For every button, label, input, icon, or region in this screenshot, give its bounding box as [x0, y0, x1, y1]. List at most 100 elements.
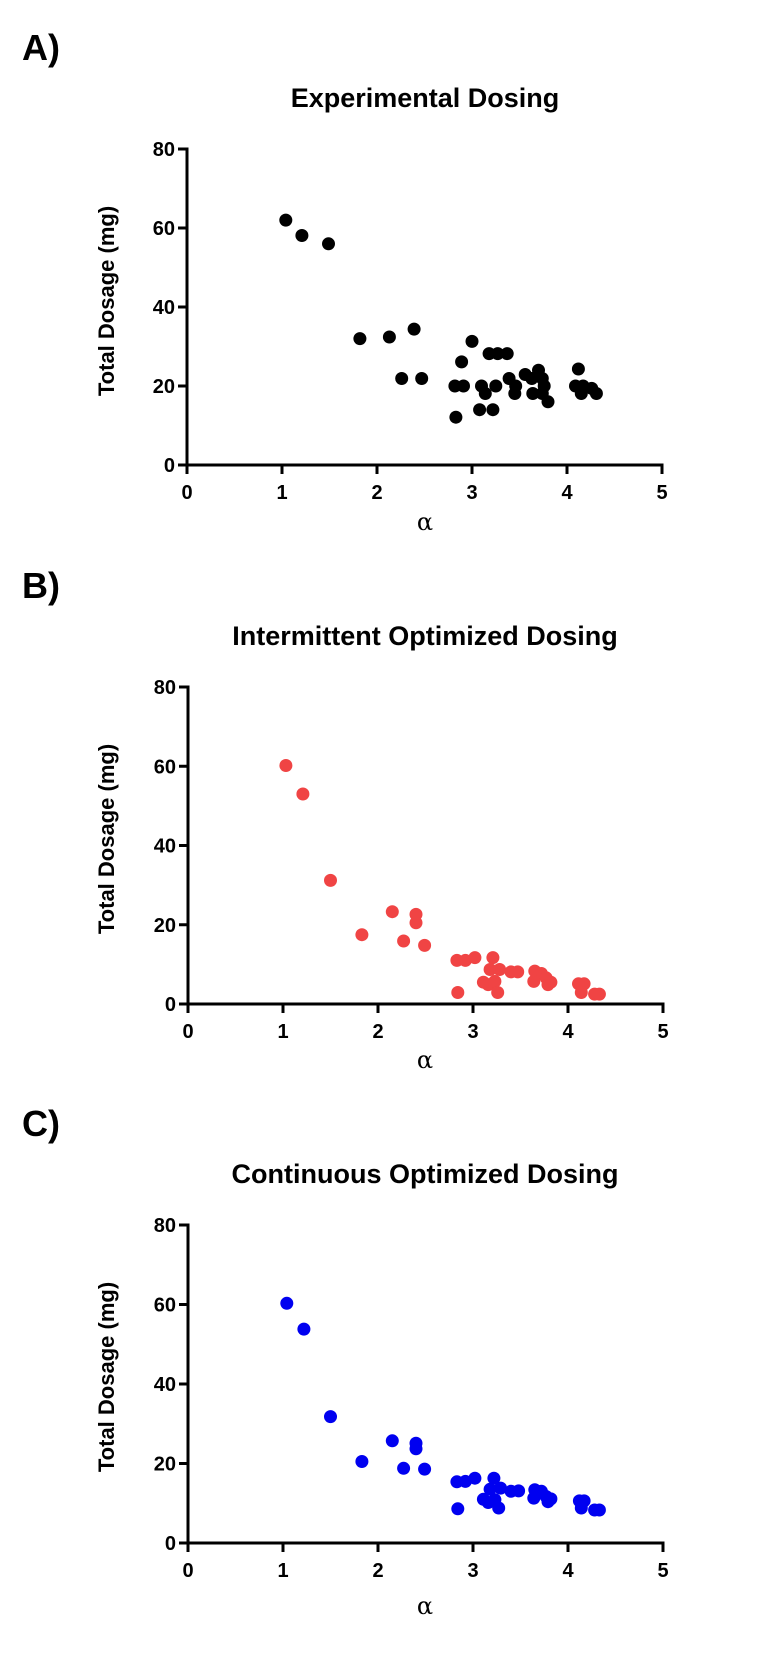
panel-letter: A): [22, 27, 60, 68]
y-tick-label: 20: [154, 915, 176, 937]
data-point: [486, 951, 500, 965]
data-point: [280, 1296, 294, 1310]
y-tick-label: 0: [165, 994, 176, 1016]
data-point: [527, 1491, 541, 1505]
data-point: [353, 332, 367, 346]
data-point: [385, 905, 399, 919]
y-tick-label: 0: [164, 455, 175, 477]
panel-c: C) Continuous Optimized Dosing Total Dos…: [22, 1103, 669, 1620]
axes: 0 20 40 60 80 0 1 2 3 4 5: [153, 139, 668, 504]
data-point: [500, 347, 514, 361]
y-tick-label: 40: [153, 297, 175, 319]
data-point: [296, 787, 310, 801]
data-point: [544, 1492, 558, 1506]
x-tick-label: 1: [277, 1560, 288, 1582]
x-tick-label: 2: [372, 1021, 383, 1043]
data-point: [511, 965, 525, 979]
data-point: [468, 951, 482, 965]
data-point: [487, 1471, 501, 1485]
x-tick-label: 5: [657, 1021, 668, 1043]
data-point: [297, 1322, 311, 1336]
data-point: [527, 974, 541, 988]
data-point: [397, 1461, 411, 1475]
x-tick-label: 3: [466, 482, 477, 504]
data-point: [409, 1442, 423, 1456]
y-tick-label: 80: [153, 139, 175, 161]
x-tick-label: 3: [467, 1021, 478, 1043]
y-axis-label: Total Dosage (mg): [94, 744, 119, 934]
data-point: [492, 1501, 506, 1515]
data-point: [483, 963, 497, 976]
x-tick-label: 0: [182, 1560, 193, 1582]
data-point: [279, 213, 293, 227]
data-point: [574, 1501, 588, 1515]
data-point: [508, 387, 522, 400]
x-tick-label: 0: [181, 482, 192, 504]
data-point: [382, 330, 396, 344]
y-tick-label: 60: [153, 218, 175, 240]
data-point: [512, 1484, 526, 1498]
x-tick-label: 4: [561, 482, 573, 504]
x-tick-label: 5: [656, 482, 667, 504]
data-points: [280, 1296, 606, 1517]
data-point: [486, 403, 500, 417]
data-point: [473, 403, 487, 417]
data-point: [324, 873, 337, 887]
chart-title: Continuous Optimized Dosing: [232, 1159, 619, 1189]
panel-letter: B): [22, 565, 60, 606]
data-point: [592, 1503, 606, 1517]
data-point: [478, 387, 492, 400]
data-point: [493, 963, 507, 976]
data-point: [449, 410, 463, 424]
y-axis-label: Total Dosage (mg): [94, 1282, 119, 1472]
data-point: [418, 1462, 432, 1476]
data-point: [491, 986, 505, 999]
axes: 0 20 40 60 80 0 1 2 3 4 5: [154, 1215, 669, 1582]
data-point: [409, 916, 423, 930]
data-point: [355, 928, 369, 942]
x-tick-label: 4: [562, 1560, 574, 1582]
y-tick-label: 20: [153, 376, 175, 398]
y-tick-label: 80: [154, 1215, 176, 1237]
data-point: [541, 395, 555, 409]
data-point: [385, 1434, 399, 1448]
data-point: [451, 1502, 465, 1516]
data-point: [483, 1482, 497, 1496]
data-point: [468, 1471, 482, 1485]
data-point: [295, 229, 309, 242]
data-point: [407, 322, 421, 336]
data-point: [544, 975, 558, 989]
x-tick-label: 1: [276, 482, 287, 504]
y-tick-label: 60: [154, 756, 176, 778]
x-tick-label: 1: [277, 1021, 288, 1043]
y-tick-label: 40: [154, 836, 176, 858]
y-tick-label: 60: [154, 1295, 176, 1317]
chart-title: Experimental Dosing: [291, 83, 560, 113]
x-tick-label: 4: [562, 1021, 574, 1043]
data-point: [489, 379, 503, 393]
data-point: [574, 387, 588, 400]
x-tick-label: 2: [371, 482, 382, 504]
y-tick-label: 20: [154, 1454, 176, 1476]
data-point: [494, 1481, 508, 1495]
data-point: [465, 334, 479, 348]
x-axis-label: α: [417, 1046, 433, 1074]
x-axis-label: α: [417, 508, 433, 536]
x-tick-label: 3: [467, 1560, 478, 1582]
panel-a: A) Experimental Dosing Total Dosage (mg)…: [22, 27, 668, 536]
data-points: [279, 213, 603, 424]
data-points: [279, 759, 606, 1001]
x-tick-label: 0: [182, 1021, 193, 1043]
data-point: [279, 759, 293, 772]
data-point: [455, 355, 469, 369]
data-point: [418, 938, 432, 952]
data-point: [451, 986, 465, 999]
data-point: [397, 934, 411, 948]
y-tick-label: 0: [165, 1533, 176, 1555]
data-point: [395, 372, 409, 385]
data-point: [574, 986, 588, 999]
x-axis-label: α: [417, 1592, 433, 1620]
panel-b: B) Intermittent Optimized Dosing Total D…: [22, 565, 669, 1074]
x-tick-label: 5: [657, 1560, 668, 1582]
